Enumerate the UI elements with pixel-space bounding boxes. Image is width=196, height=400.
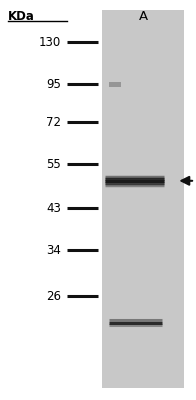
Text: 72: 72 [46, 116, 61, 128]
Text: 26: 26 [46, 290, 61, 302]
Bar [102, 10, 184, 388]
Text: 95: 95 [46, 78, 61, 90]
Text: A: A [139, 10, 148, 23]
Text: 55: 55 [46, 158, 61, 170]
Text: 130: 130 [38, 36, 61, 48]
Text: KDa: KDa [8, 10, 35, 23]
Bar [109, 82, 121, 87]
Text: 34: 34 [46, 244, 61, 256]
Text: 43: 43 [46, 202, 61, 214]
